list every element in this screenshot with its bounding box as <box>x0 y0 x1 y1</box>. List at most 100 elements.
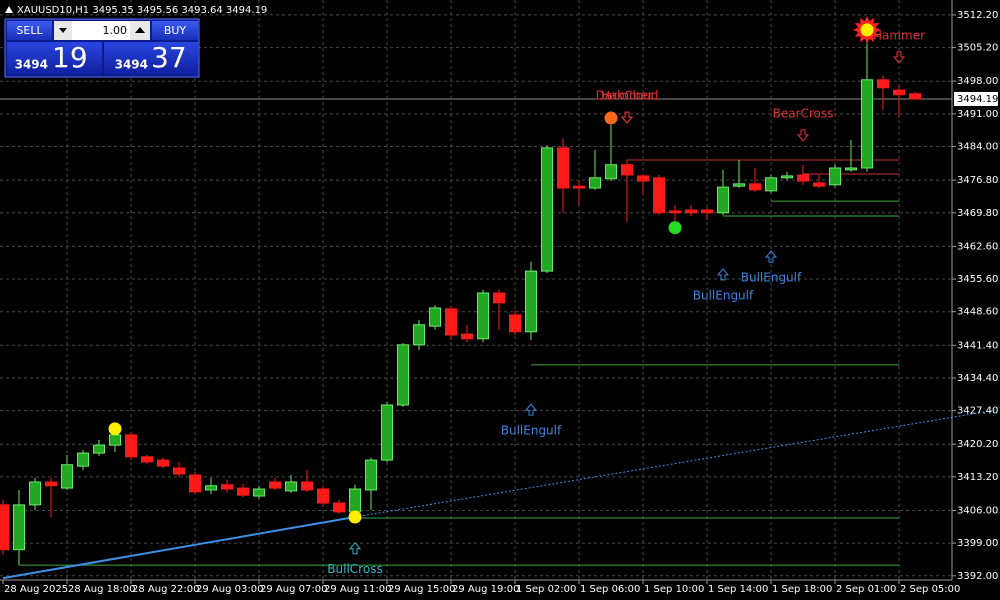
y-tick-label: 3448.60 <box>957 307 998 318</box>
signal-label: BullEngulf <box>741 271 802 285</box>
candle-body <box>413 324 425 346</box>
signal-marker <box>348 510 362 524</box>
candle-body <box>605 164 617 180</box>
sell-button[interactable] <box>7 21 52 40</box>
y-tick-label: 3476.80 <box>957 175 998 186</box>
candle-body <box>621 164 633 176</box>
x-tick-label: 29 Aug 11:00 <box>324 584 391 595</box>
y-tick-label: 3462.60 <box>957 241 998 252</box>
up-arrow <box>135 27 145 33</box>
x-tick-label: 1 Sep 10:00 <box>644 584 704 595</box>
y-tick-label: 3441.40 <box>957 340 998 351</box>
candle-body <box>0 504 9 551</box>
candle-body <box>573 185 585 189</box>
candle-body <box>717 186 729 214</box>
signal-label: Hammer <box>601 89 653 103</box>
candle-body <box>669 210 681 214</box>
candle-body <box>909 93 921 100</box>
candle-body <box>589 177 601 189</box>
candle-body <box>397 344 409 406</box>
x-tick-label: 29 Aug 07:00 <box>260 584 327 595</box>
candle-body <box>237 487 249 496</box>
ask-box[interactable] <box>104 42 198 75</box>
volume-input[interactable] <box>72 21 130 40</box>
candle-body <box>509 314 521 333</box>
y-tick-label: 3399.00 <box>957 538 998 549</box>
candle-body <box>653 177 665 214</box>
ask-big: 3494 <box>115 58 148 72</box>
candle-body <box>61 464 73 489</box>
x-tick-label: 1 Sep 02:00 <box>516 584 576 595</box>
x-tick-label: 29 Aug 15:00 <box>388 584 455 595</box>
x-tick-label: 29 Aug 03:00 <box>196 584 263 595</box>
y-tick-label: 3455.60 <box>957 274 998 285</box>
y-tick-label: 3392.00 <box>957 571 998 582</box>
candle-body <box>269 481 281 489</box>
buy-button[interactable] <box>152 21 198 40</box>
candle-body <box>525 270 537 333</box>
sell-label[interactable]: SELL <box>16 24 43 37</box>
candle-body <box>493 292 505 304</box>
candle-body <box>157 459 169 467</box>
y-tick-label: 3434.40 <box>957 373 998 384</box>
signal-label: Hammer <box>873 28 925 42</box>
candle-body <box>445 308 457 336</box>
y-tick-label: 3406.00 <box>957 505 998 516</box>
price-box <box>954 91 998 106</box>
candle-body <box>877 79 889 89</box>
signal-marker <box>860 23 874 37</box>
candle-body <box>813 182 825 187</box>
down-arrow <box>59 28 67 33</box>
candle-body <box>637 175 649 182</box>
candle-body <box>93 444 105 454</box>
chart-title: XAUUSD10,H1 3495.35 3495.56 3493.64 3494… <box>17 5 267 16</box>
signal-marker <box>604 111 618 125</box>
x-tick-label: 28 Aug 22:00 <box>132 584 199 595</box>
candle-body <box>301 481 313 491</box>
signal-arrow <box>764 250 778 263</box>
candle-body <box>381 404 393 461</box>
candle-body <box>221 484 233 490</box>
candle-body <box>701 209 713 214</box>
signal-label: BullCross <box>327 562 382 576</box>
buy-label[interactable]: BUY <box>164 24 187 37</box>
signal-arrow <box>892 51 906 64</box>
symbol-icon <box>5 6 13 13</box>
x-tick-label: 1 Sep 14:00 <box>708 584 768 595</box>
price-box-label: 3494.19 <box>957 94 998 105</box>
candle-body <box>29 481 41 506</box>
candle-body <box>333 502 345 513</box>
x-tick-label: 1 Sep 18:00 <box>772 584 832 595</box>
candle-body <box>13 504 25 551</box>
signal-arrow <box>796 129 810 142</box>
candle-body <box>861 79 873 169</box>
candle-body <box>461 333 473 340</box>
candle-body <box>797 174 809 182</box>
y-tick-label: 3484.00 <box>957 142 998 153</box>
signal-marker <box>108 422 122 436</box>
x-tick-label: 1 Sep 06:00 <box>580 584 640 595</box>
trend-line <box>2 516 356 580</box>
signal-arrow <box>620 111 634 124</box>
candle-body <box>429 307 441 327</box>
candle-body <box>685 209 697 214</box>
y-tick-label: 3427.40 <box>957 406 998 417</box>
candle-body <box>365 459 377 491</box>
y-tick-label: 3413.20 <box>957 472 998 483</box>
signal-label: BullEngulf <box>501 424 562 438</box>
trend-line <box>354 409 996 518</box>
candle-body <box>253 488 265 497</box>
bid-box[interactable] <box>7 42 102 75</box>
y-tick-label: 3469.80 <box>957 208 998 219</box>
bid-small: 19 <box>52 41 88 74</box>
candle-body <box>477 292 489 340</box>
bid-big: 3494 <box>15 58 48 72</box>
candle-body <box>141 456 153 463</box>
candle-body <box>845 167 857 171</box>
candle-body <box>765 177 777 192</box>
candle-body <box>749 183 761 191</box>
y-tick-label: 3505.20 <box>957 43 998 54</box>
